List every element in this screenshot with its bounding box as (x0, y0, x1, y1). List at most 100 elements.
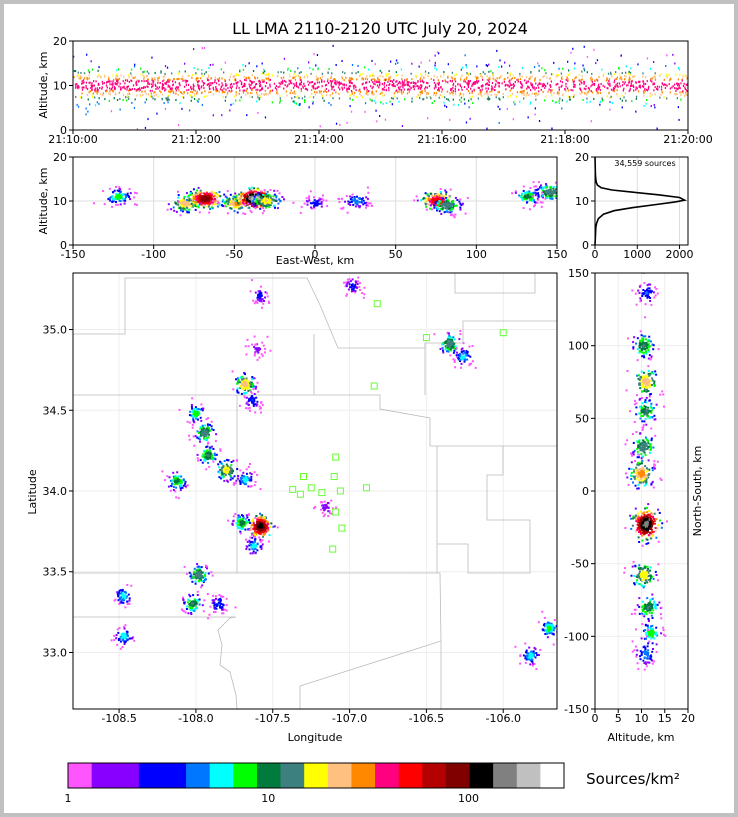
source-point (269, 91, 271, 94)
source-point (680, 94, 682, 96)
source-point (578, 79, 580, 82)
source-cluster (193, 440, 222, 471)
source-point (146, 75, 148, 78)
source-point (567, 74, 570, 76)
source-point (372, 85, 374, 88)
source-point (396, 89, 398, 92)
source-point (469, 117, 471, 120)
source-point (340, 82, 342, 85)
source-point (651, 93, 653, 96)
source-point (393, 79, 395, 81)
source-point (230, 87, 232, 90)
source-point (235, 82, 237, 85)
source-cluster (624, 503, 668, 547)
source-point (279, 97, 281, 100)
source-point (639, 86, 642, 89)
source-point (328, 102, 330, 104)
source-point (434, 61, 436, 64)
source-point (235, 74, 238, 77)
source-point (207, 82, 209, 85)
source-point (629, 89, 631, 91)
source-point (260, 95, 262, 98)
source-point (383, 82, 386, 84)
source-point (581, 75, 583, 78)
source-point (449, 118, 451, 121)
source-point (201, 47, 203, 50)
source-point (474, 82, 476, 85)
source-point (275, 85, 277, 87)
source-point (545, 72, 547, 75)
source-point (416, 85, 418, 88)
source-point (104, 98, 106, 101)
source-point (236, 81, 238, 84)
source-point (256, 100, 258, 103)
source-point (90, 60, 92, 63)
source-point (511, 83, 513, 86)
source-point (331, 72, 333, 75)
source-point (363, 88, 366, 91)
source-point (372, 74, 374, 77)
source-point (112, 74, 114, 77)
source-point (395, 74, 397, 77)
source-point (349, 94, 351, 97)
source-point (321, 95, 324, 98)
y-tick-label: -50 (571, 558, 589, 571)
source-point (264, 70, 266, 73)
source-point (428, 85, 431, 88)
source-point (310, 72, 312, 75)
source-point (572, 79, 574, 81)
source-point (126, 79, 129, 82)
source-point (447, 75, 449, 78)
source-point (198, 80, 200, 82)
source-point (491, 82, 494, 84)
source-point (140, 73, 142, 76)
source-point (679, 87, 681, 90)
source-point (257, 88, 259, 91)
source-point (401, 80, 404, 83)
source-point (203, 95, 206, 98)
source-point (343, 86, 345, 89)
source-point (633, 89, 635, 92)
source-point (189, 94, 191, 96)
source-point (399, 85, 401, 88)
x-tick-label: 21:14:00 (294, 133, 343, 146)
source-point (543, 83, 545, 86)
source-point (403, 88, 405, 91)
source-point (230, 90, 232, 93)
source-point (218, 77, 221, 80)
source-point (368, 90, 370, 92)
source-point (98, 74, 100, 77)
source-point (309, 95, 311, 98)
source-point (295, 85, 298, 88)
source-point (160, 70, 162, 73)
source-point (120, 86, 122, 89)
source-point (580, 89, 583, 92)
source-point (468, 72, 470, 75)
source-point (310, 81, 312, 84)
longitude-label: Longitude (288, 731, 343, 744)
source-point (115, 82, 117, 85)
source-point (315, 75, 317, 78)
colorbar-frame (67, 762, 565, 789)
source-point (538, 86, 540, 89)
source-point (476, 80, 478, 83)
source-point (427, 82, 429, 85)
source-point (486, 75, 488, 78)
source-point (198, 87, 200, 89)
source-point (454, 88, 456, 90)
source-point (427, 92, 429, 95)
source-point (317, 68, 319, 71)
source-point (94, 96, 96, 99)
source-point (410, 87, 412, 89)
source-point (614, 79, 616, 82)
source-point (102, 92, 104, 95)
source-point (304, 85, 306, 87)
source-point (658, 85, 660, 88)
source-point (119, 97, 121, 100)
source-point (467, 84, 470, 86)
source-point (538, 120, 541, 122)
source-point (610, 88, 613, 91)
source-point (87, 69, 89, 72)
source-point (346, 121, 348, 124)
source-point (259, 97, 261, 100)
